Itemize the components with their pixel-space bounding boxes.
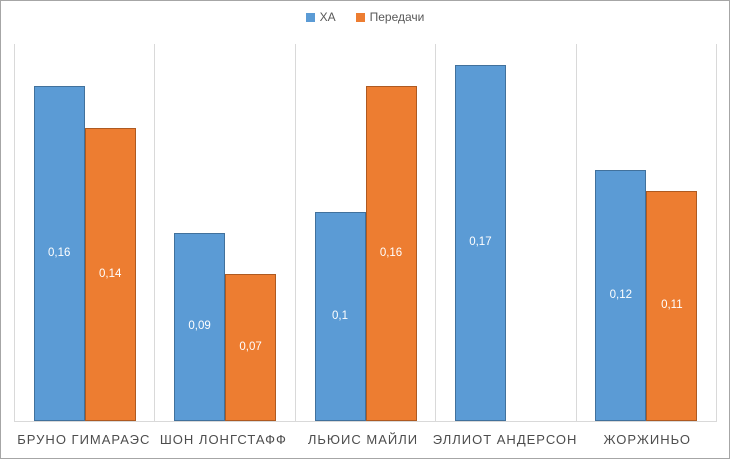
bar-xa-longstaff[interactable]: 0,09 <box>174 232 226 421</box>
bar-value-label: 0,16 <box>379 246 403 259</box>
category-group-miley: 0,1 0,16 <box>294 44 435 421</box>
category-group-bruno: 0,16 0,14 <box>14 44 154 421</box>
bar-value-label: 0,12 <box>609 288 633 301</box>
legend-label-peredachi: Передачи <box>369 10 425 24</box>
category-group-anderson: 0,17 <box>435 44 575 421</box>
bar-peredachi-bruno[interactable]: 0,14 <box>84 127 136 421</box>
legend-item-xa[interactable]: ХА <box>305 10 336 24</box>
bar-xa-bruno[interactable]: 0,16 <box>33 85 85 421</box>
bar-value-label: 0,1 <box>332 309 349 322</box>
category-label-jorginho: ЖОРЖИНЬО <box>603 432 691 447</box>
category-label-miley: ЛЬЮИС МАЙЛИ <box>307 432 419 447</box>
bar-value-label: 0,07 <box>239 340 262 353</box>
bar-peredachi-longstaff[interactable]: 0,07 <box>225 274 277 421</box>
category-label-anderson: ЭЛЛИОТ АНДЕРСОН <box>432 432 578 447</box>
bar-value-label: 0,14 <box>99 267 122 280</box>
bar-xa-miley[interactable]: 0,1 <box>314 211 366 421</box>
legend-label-xa: ХА <box>319 10 336 24</box>
bar-peredachi-jorginho[interactable]: 0,11 <box>646 190 698 421</box>
plot-area: 0,16 0,14 0,09 0,07 0,1 0,16 0,17 <box>14 44 717 422</box>
bar-value-label: 0,11 <box>661 299 683 312</box>
category-group-jorginho: 0,12 0,11 <box>575 44 716 421</box>
legend-swatch-xa-icon <box>305 12 315 22</box>
bar-value-label: 0,17 <box>469 236 492 249</box>
category-label-bruno: БРУНО ГИМАРАЭС <box>17 432 151 447</box>
bar-xa-anderson[interactable]: 0,17 <box>454 64 506 421</box>
category-label-longstaff: ШОН ЛОНГСТАФФ <box>159 432 287 447</box>
bar-peredachi-miley[interactable]: 0,16 <box>365 85 417 421</box>
bar-value-label: 0,09 <box>188 320 211 332</box>
bar-value-label: 0,16 <box>48 246 71 259</box>
legend: ХА Передачи <box>1 10 729 24</box>
category-group-longstaff: 0,09 0,07 <box>154 44 294 421</box>
bar-xa-jorginho[interactable]: 0,12 <box>595 169 647 421</box>
legend-item-peredachi[interactable]: Передачи <box>355 10 425 24</box>
legend-swatch-peredachi-icon <box>355 12 365 22</box>
category-axis: БРУНО ГИМАРАЭС ШОН ЛОНГСТАФФ ЛЬЮИС МАЙЛИ… <box>14 423 717 447</box>
